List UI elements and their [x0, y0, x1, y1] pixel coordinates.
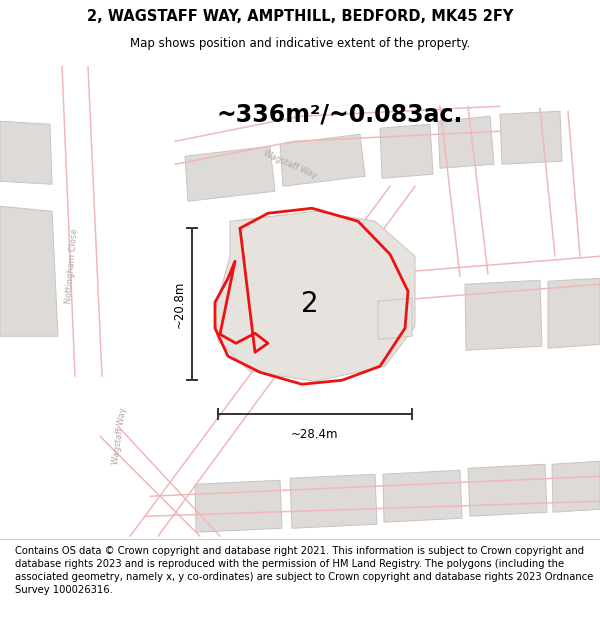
- Polygon shape: [465, 280, 542, 350]
- Text: Nottingham Close: Nottingham Close: [64, 228, 80, 304]
- Polygon shape: [552, 461, 600, 512]
- Text: Contains OS data © Crown copyright and database right 2021. This information is : Contains OS data © Crown copyright and d…: [15, 546, 593, 595]
- Text: Map shows position and indicative extent of the property.: Map shows position and indicative extent…: [130, 38, 470, 51]
- Text: Wagstaff Way: Wagstaff Way: [262, 149, 318, 180]
- Polygon shape: [215, 211, 415, 381]
- Polygon shape: [383, 470, 462, 522]
- Polygon shape: [195, 480, 282, 532]
- Polygon shape: [290, 474, 377, 528]
- Text: 2, WAGSTAFF WAY, AMPTHILL, BEDFORD, MK45 2FY: 2, WAGSTAFF WAY, AMPTHILL, BEDFORD, MK45…: [87, 9, 513, 24]
- Polygon shape: [548, 278, 600, 348]
- Text: ~336m²/~0.083ac.: ~336m²/~0.083ac.: [217, 102, 463, 126]
- Polygon shape: [500, 111, 562, 164]
- Text: Wagstaff Way: Wagstaff Way: [112, 407, 128, 466]
- Polygon shape: [380, 124, 433, 178]
- Polygon shape: [0, 206, 58, 336]
- Polygon shape: [468, 464, 547, 516]
- Text: ~28.4m: ~28.4m: [291, 428, 339, 441]
- Text: 2: 2: [301, 290, 319, 318]
- Polygon shape: [438, 116, 494, 168]
- Polygon shape: [185, 146, 275, 201]
- Text: ~20.8m: ~20.8m: [173, 281, 186, 328]
- Polygon shape: [280, 134, 365, 186]
- Polygon shape: [378, 298, 412, 339]
- Polygon shape: [0, 121, 52, 184]
